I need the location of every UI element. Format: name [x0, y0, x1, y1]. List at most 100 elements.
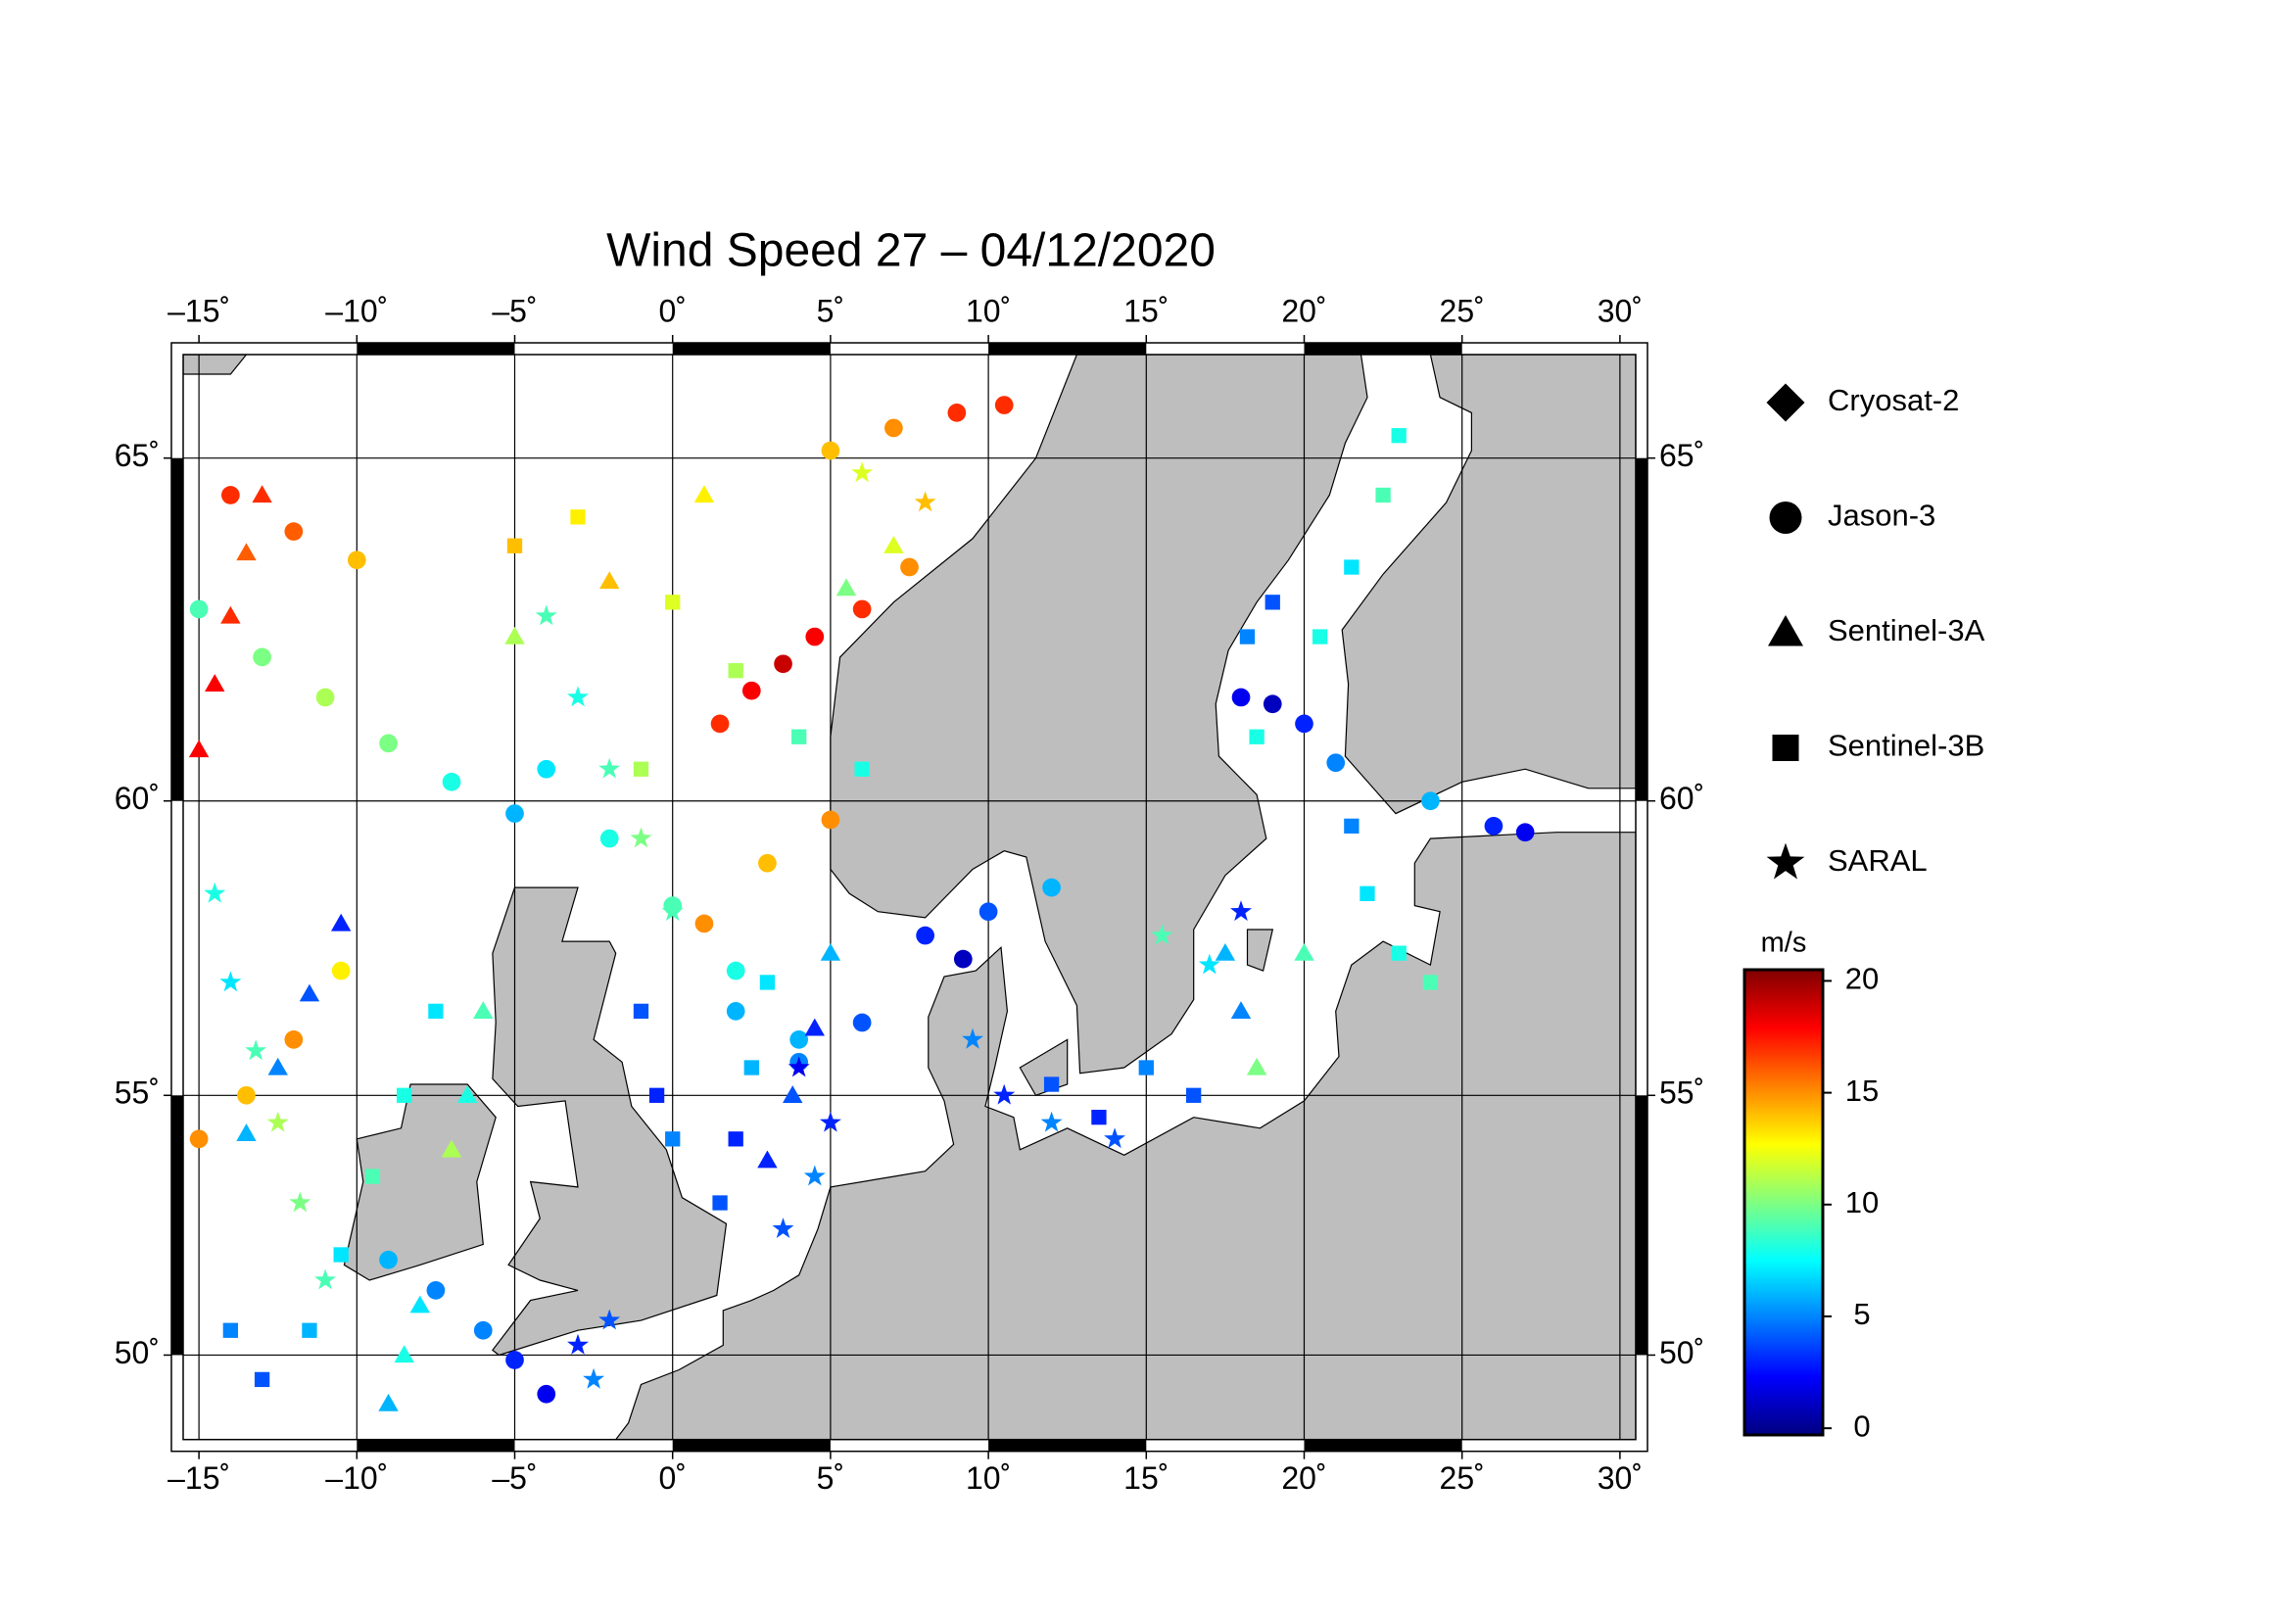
- landmass: [343, 1083, 497, 1281]
- wind-point: [648, 1087, 665, 1103]
- x-tick-label: –15˚: [167, 293, 230, 328]
- wind-point: [409, 1295, 430, 1314]
- wind-point: [598, 757, 621, 779]
- wind-point: [236, 543, 257, 561]
- colorbar-tick-label: 10: [1845, 1185, 1879, 1219]
- frame-bar: [1304, 343, 1462, 355]
- wind-point: [820, 942, 841, 961]
- wind-point: [583, 1367, 605, 1389]
- colorbar-tick-label: 5: [1853, 1297, 1870, 1331]
- legend-label: Sentinel-3B: [1828, 729, 1984, 763]
- wind-point: [394, 1345, 414, 1363]
- wind-point: [506, 538, 523, 553]
- wind-point: [204, 882, 226, 903]
- y-tick-label: 55˚: [115, 1075, 160, 1111]
- wind-point: [772, 1218, 794, 1238]
- x-tick-label: 0˚: [658, 1460, 686, 1496]
- wind-point: [630, 827, 652, 848]
- wind-point: [854, 761, 870, 777]
- wind-point: [267, 1057, 288, 1075]
- wind-point: [1263, 694, 1282, 714]
- wind-point: [245, 1039, 267, 1061]
- wind-point: [1344, 818, 1360, 835]
- colorbar: [1742, 968, 1825, 1437]
- wind-point: [537, 1384, 556, 1404]
- x-tick-label: 10˚: [966, 293, 1011, 328]
- wind-point: [835, 578, 857, 597]
- wind-point: [947, 404, 967, 422]
- x-tick-label: 15˚: [1123, 293, 1169, 328]
- x-tick-label: –10˚: [325, 1460, 388, 1496]
- x-tick-label: 30˚: [1598, 1460, 1643, 1496]
- wind-point: [330, 913, 352, 931]
- x-tick-label: 10˚: [966, 1460, 1011, 1496]
- legend-label: Jason-3: [1828, 499, 1935, 533]
- wind-point: [783, 1085, 803, 1103]
- wind-point: [665, 1131, 681, 1147]
- x-tick-label: –10˚: [325, 293, 388, 328]
- wind-point: [1042, 878, 1061, 897]
- wind-point: [333, 1247, 349, 1263]
- x-tick-label: 5˚: [817, 1460, 844, 1496]
- wind-point: [378, 1393, 399, 1411]
- wind-point: [1375, 487, 1391, 503]
- frame-bar: [171, 1095, 183, 1356]
- wind-point: [1294, 942, 1314, 961]
- wind-point: [1295, 714, 1313, 734]
- wind-point: [693, 485, 715, 503]
- wind-point: [633, 1003, 649, 1020]
- wind-point: [712, 1195, 728, 1211]
- wind-point: [221, 486, 240, 504]
- wind-point: [205, 674, 225, 693]
- wind-point: [1230, 900, 1252, 922]
- wind-point: [743, 1060, 759, 1075]
- wind-point: [289, 1191, 311, 1213]
- wind-point: [426, 1281, 446, 1300]
- wind-point: [1104, 1127, 1125, 1149]
- colorbar-label: m/s: [1761, 928, 1807, 959]
- wind-point: [599, 571, 620, 590]
- wind-point: [537, 759, 556, 779]
- wind-point: [741, 681, 761, 700]
- wind-point: [728, 663, 743, 679]
- wind-point: [505, 1351, 524, 1369]
- wind-point: [505, 804, 524, 823]
- x-tick-label: –5˚: [492, 293, 537, 328]
- wind-point: [567, 1333, 589, 1355]
- landmass: [1246, 929, 1274, 972]
- wind-point: [788, 1056, 810, 1077]
- wind-point: [1421, 791, 1440, 811]
- frame-bar: [988, 343, 1147, 355]
- wind-point: [284, 522, 304, 541]
- wind-point: [665, 595, 681, 610]
- wind-point: [993, 1083, 1016, 1105]
- wind-point: [567, 686, 589, 707]
- wind-point: [1138, 1060, 1154, 1075]
- landmass: [614, 832, 1636, 1440]
- wind-point: [189, 1129, 209, 1149]
- wind-point: [222, 1322, 239, 1338]
- wind-point: [1043, 1076, 1060, 1092]
- colorbar-tick-label: 15: [1845, 1074, 1879, 1108]
- legend-marker: [1766, 383, 1805, 422]
- wind-point: [759, 975, 776, 990]
- wind-point: [852, 1013, 872, 1032]
- wind-point: [1246, 1057, 1267, 1075]
- x-tick-label: 20˚: [1281, 293, 1326, 328]
- wind-point: [758, 853, 777, 873]
- wind-point: [347, 550, 366, 570]
- wind-point: [1231, 688, 1251, 707]
- x-tick-label: –15˚: [167, 1460, 230, 1496]
- x-tick-label: –5˚: [492, 1460, 537, 1496]
- wind-point: [819, 1111, 841, 1132]
- legend-marker: [1768, 615, 1803, 646]
- wind-point: [236, 1123, 257, 1141]
- wind-point: [237, 1085, 256, 1105]
- landmass: [830, 355, 1368, 1075]
- wind-point: [978, 902, 998, 922]
- wind-point: [442, 772, 461, 791]
- wind-point: [598, 1309, 621, 1330]
- wind-point: [302, 1322, 317, 1338]
- wind-point: [994, 396, 1014, 414]
